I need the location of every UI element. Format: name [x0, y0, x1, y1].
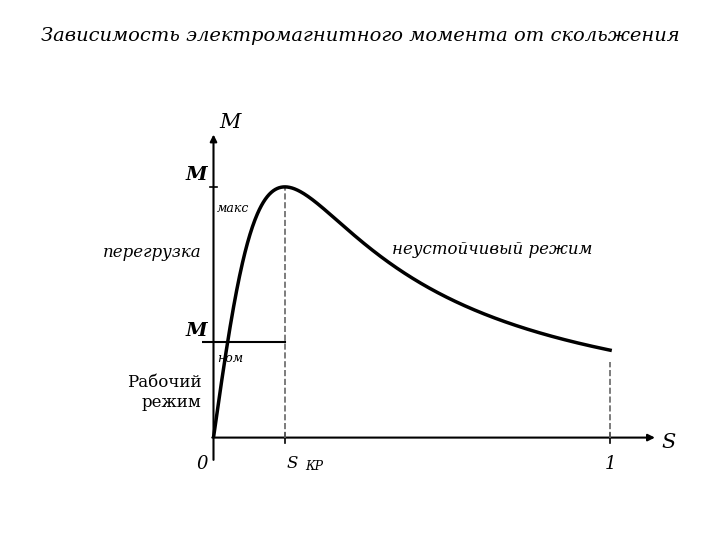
Text: М: М: [186, 322, 207, 340]
Text: 1: 1: [604, 455, 616, 473]
Text: S: S: [287, 455, 298, 472]
Text: Зависимость электромагнитного момента от скольжения: Зависимость электромагнитного момента от…: [41, 27, 679, 45]
Text: ном: ном: [217, 353, 243, 366]
Text: перегрузка: перегрузка: [103, 244, 202, 261]
Text: Рабочий
режим: Рабочий режим: [127, 374, 202, 411]
Text: М: М: [220, 113, 240, 132]
Text: КР: КР: [305, 460, 323, 473]
Text: М: М: [186, 166, 207, 184]
Text: макс: макс: [217, 202, 249, 215]
Text: неустойчивый режим: неустойчивый режим: [392, 241, 593, 258]
Text: S: S: [662, 433, 676, 452]
Text: 0: 0: [196, 455, 207, 473]
